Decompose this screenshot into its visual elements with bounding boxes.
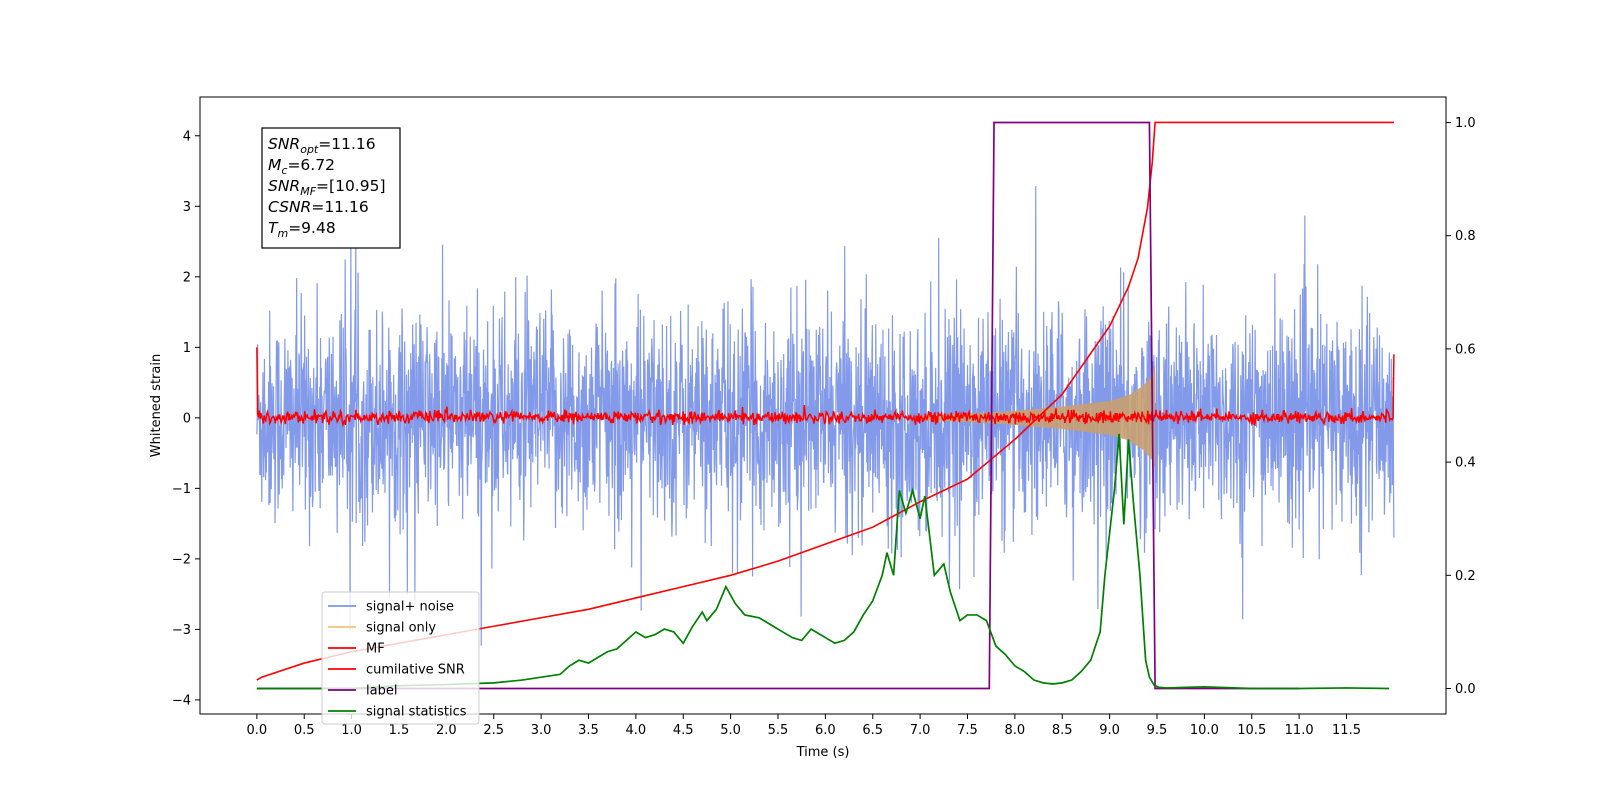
legend-label: signal only [366,621,436,636]
y-left-tick-label: 1 [183,341,191,356]
y-right-tick-label: 0.4 [1455,456,1476,471]
x-tick-label: 11.0 [1285,723,1314,738]
annotation-line: Mc=6.72 [268,156,335,177]
x-tick-label: 3.0 [531,723,552,738]
y-left-tick-label: −4 [172,693,191,708]
y-left-tick-label: −3 [172,623,191,638]
y-left-tick-label: 2 [183,270,191,285]
legend-entry: cumilative SNR [328,663,465,678]
legend-entry: signal statistics [328,705,467,720]
x-axis-label: Time (s) [796,745,850,760]
series-signal-statistics-line [256,433,1390,690]
y-right-tick-label: 0.8 [1455,229,1476,244]
legend-label: cumilative SNR [366,663,465,678]
x-tick-label: 7.5 [957,723,978,738]
x-tick-label: 10.0 [1190,723,1219,738]
annotation-line: CSNR=11.16 [268,198,369,216]
annotation-line: SNRMF=[10.95] [268,177,386,198]
x-tick-label: 9.5 [1147,723,1168,738]
x-tick-label: 2.5 [483,723,504,738]
annotation-frame [261,127,401,249]
y-left-tick-label: 4 [183,129,191,144]
x-tick-label: 4.5 [673,723,694,738]
x-tick-label: 11.5 [1332,723,1361,738]
legend-label: signal+ noise [366,600,454,615]
y-left-tick-label: 3 [183,200,191,215]
legend-label: signal statistics [366,705,467,720]
y-left-tick-label: −2 [172,552,191,567]
x-tick-label: 8.5 [1052,723,1073,738]
x-tick-label: 5.0 [720,723,741,738]
legend-entry: label [328,684,397,699]
x-tick-label: 2.0 [436,723,457,738]
x-tick-label: 1.0 [341,723,362,738]
y-left-tick-label: −1 [172,482,191,497]
y-left-tick-label: 0 [183,411,191,426]
x-tick-label: 9.0 [1099,723,1120,738]
series-label-line [256,121,1300,690]
x-tick-label: 6.0 [815,723,836,738]
x-tick-label: 4.0 [626,723,647,738]
x-tick-label: 0.0 [247,723,268,738]
series-mf-line [256,347,1395,428]
legend-frame [321,591,480,725]
y-right-tick-label: 0.6 [1455,342,1476,357]
legend-label: MF [366,642,385,657]
x-tick-label: 5.5 [768,723,789,738]
annotation-box: SNRopt=11.16Mc=6.72SNRMF=[10.95]CSNR=11.… [261,127,401,249]
x-tick-label: 7.0 [910,723,931,738]
legend-entry: signal only [328,621,436,636]
legend-entry: MF [328,642,385,657]
x-tick-label: 1.5 [389,723,410,738]
y-right-tick-label: 1.0 [1455,116,1476,131]
annotation-line: SNRopt=11.16 [268,135,376,156]
x-tick-label: 3.5 [578,723,599,738]
plot-frame [199,96,1447,715]
x-tick-label: 0.5 [294,723,315,738]
x-tick-label: 6.5 [862,723,883,738]
axes: 0.0 0.5 1.0 1.5 2.0 2.5 3.0 3.5 4.0 4.5 5.0 5.5 6.0 6… [172,96,1476,738]
y-right-tick-label: 0.2 [1455,569,1476,584]
legend: signal+ noise signal only MF cumilative SNR… [321,591,480,725]
legend-entry: signal+ noise [328,600,454,615]
annotation-line: Tm=9.48 [268,219,336,240]
x-tick-label: 8.0 [1005,723,1026,738]
y-axis-label: Whitened strain [149,354,164,457]
x-tick-label: 10.5 [1237,723,1266,738]
y-right-tick-label: 0.0 [1455,682,1476,697]
legend-label: label [366,684,397,699]
